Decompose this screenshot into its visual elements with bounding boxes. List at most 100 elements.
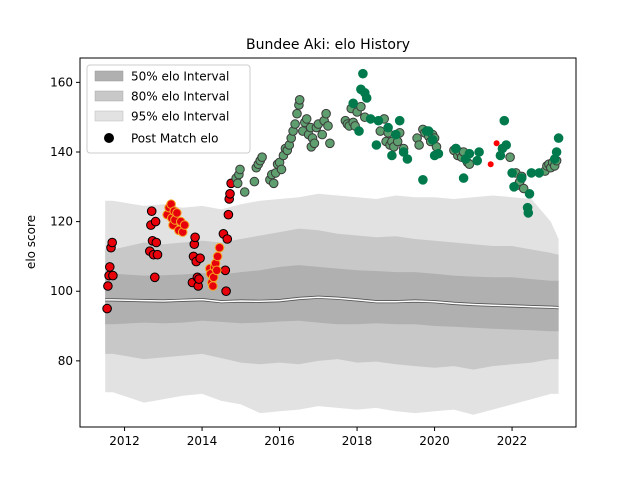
data-point	[257, 152, 267, 162]
data-point	[309, 138, 320, 149]
data-point	[394, 115, 405, 126]
legend-box	[86, 64, 251, 154]
legend-swatch-50	[94, 70, 124, 82]
x-tick-label: 2022	[497, 434, 528, 448]
data-point	[501, 140, 512, 150]
data-point	[472, 155, 483, 166]
chart-title: Bundee Aki: elo History	[246, 37, 410, 53]
data-point	[356, 101, 366, 112]
data-point	[301, 114, 312, 124]
data-point	[365, 114, 376, 124]
x-axis: 2012 2014 2016 2018 2020 2022	[109, 427, 527, 448]
y-tick-label: 140	[50, 145, 73, 159]
data-point	[249, 176, 260, 187]
data-point	[534, 168, 545, 178]
data-point	[239, 187, 250, 197]
data-point	[214, 242, 225, 253]
legend-label-80: 80% elo Interval	[131, 90, 229, 104]
data-point	[107, 237, 117, 248]
data-point	[418, 175, 428, 185]
data-point	[146, 206, 157, 216]
data-point	[220, 265, 231, 276]
x-tick-label: 2012	[109, 434, 140, 448]
data-point	[371, 140, 382, 150]
data-point	[358, 68, 368, 79]
data-point	[195, 253, 205, 264]
data-point	[551, 147, 562, 157]
legend-label-post-match: Post Match elo	[131, 132, 218, 146]
data-point	[499, 115, 510, 126]
data-point	[387, 150, 397, 161]
legend: 50% elo Interval 80% elo Interval 95% el…	[86, 64, 251, 154]
data-point	[423, 126, 434, 136]
legend-marker-post-match	[104, 133, 114, 143]
data-point	[325, 138, 335, 149]
data-point	[102, 303, 112, 314]
data-point	[294, 95, 305, 105]
x-tick-label: 2018	[342, 434, 373, 448]
y-tick-label: 80	[58, 354, 73, 368]
data-point	[553, 133, 564, 143]
data-point	[414, 140, 424, 150]
data-point	[190, 232, 200, 243]
data-point	[194, 274, 204, 284]
data-point	[524, 189, 535, 199]
data-point	[493, 140, 500, 147]
data-point	[172, 208, 182, 218]
median-line	[105, 295, 559, 310]
data-point	[212, 265, 222, 276]
data-point	[290, 119, 300, 129]
legend-label-50: 50% elo Interval	[131, 70, 229, 84]
data-point	[505, 152, 515, 162]
data-point	[179, 220, 190, 230]
plot-area	[79, 57, 577, 428]
data-point	[222, 234, 233, 244]
data-point	[212, 251, 223, 262]
y-tick-label: 160	[50, 75, 73, 89]
data-point	[458, 173, 469, 183]
data-point	[221, 286, 231, 297]
data-point	[150, 216, 161, 227]
data-point	[523, 208, 534, 218]
data-point	[103, 281, 113, 291]
data-point	[232, 178, 243, 189]
data-point	[225, 189, 235, 199]
data-point	[292, 108, 302, 119]
legend-label-95: 95% elo Interval	[131, 110, 229, 124]
y-tick-label: 120	[50, 215, 73, 229]
y-tick-label: 100	[50, 284, 73, 298]
x-tick-label: 2020	[419, 434, 450, 448]
data-point	[464, 148, 475, 159]
data-point	[317, 129, 328, 140]
y-axis: 80 100 120 140 160	[50, 75, 80, 368]
data-point	[427, 135, 438, 145]
data-point	[223, 209, 234, 220]
data-point	[152, 249, 163, 260]
y-axis-label: elo score	[24, 215, 38, 269]
data-point	[487, 161, 494, 168]
data-point	[276, 164, 287, 175]
data-point	[516, 173, 527, 183]
data-point	[451, 143, 461, 154]
legend-swatch-80	[94, 90, 124, 102]
data-point	[433, 148, 444, 159]
x-tick-label: 2014	[187, 434, 218, 448]
data-point	[321, 108, 331, 119]
data-point	[323, 121, 333, 131]
post-match-points	[102, 68, 564, 314]
data-point	[361, 93, 372, 103]
data-point	[383, 122, 393, 133]
median-line-path	[105, 296, 559, 309]
legend-swatch-95	[94, 110, 124, 122]
data-point	[235, 164, 245, 175]
data-point	[375, 126, 386, 136]
data-point	[507, 168, 517, 178]
data-point	[268, 178, 279, 189]
data-point	[105, 262, 115, 272]
plot-frame	[79, 57, 577, 428]
data-point	[474, 147, 484, 157]
data-point	[108, 270, 118, 281]
data-point	[518, 183, 529, 194]
data-point	[391, 129, 401, 140]
